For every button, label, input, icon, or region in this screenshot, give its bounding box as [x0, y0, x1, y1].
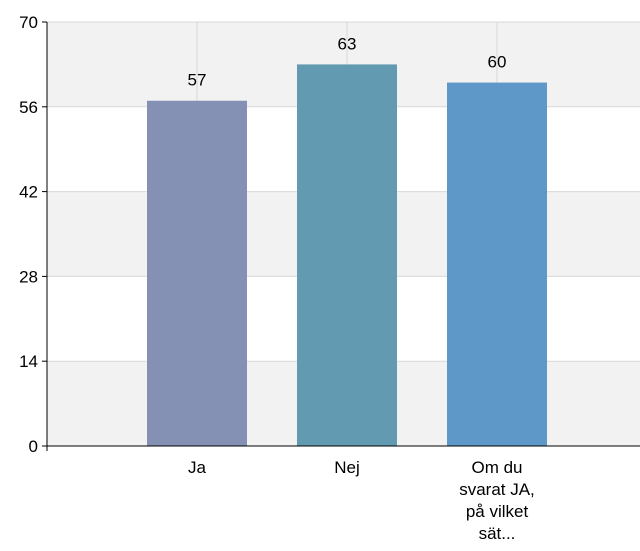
data-label: 57 [188, 71, 207, 90]
bar [447, 82, 547, 447]
category-label: Nej [334, 458, 360, 477]
y-tick-label: 14 [19, 352, 38, 371]
category-label: svarat JA, [459, 480, 535, 499]
category-label: på vilket [466, 502, 529, 521]
category-labels: Ja Nej Om du svarat JA, på vilket sät... [188, 458, 535, 543]
category-label: sät... [479, 524, 516, 543]
y-tick-label: 56 [19, 98, 38, 117]
data-label: 60 [488, 53, 507, 72]
bars [147, 64, 547, 447]
y-tick-labels: 0 14 28 42 56 70 [19, 13, 38, 456]
bar [147, 100, 247, 446]
category-label: Om du [471, 458, 522, 477]
data-labels: 57 63 60 [188, 34, 507, 89]
bar [297, 64, 397, 447]
y-tick-label: 28 [19, 267, 38, 286]
category-label: Ja [188, 458, 207, 477]
axes [46, 22, 640, 451]
y-tick-label: 70 [19, 13, 38, 32]
y-tick-label: 0 [29, 437, 38, 456]
y-tick-label: 42 [19, 183, 38, 202]
data-label: 63 [338, 34, 357, 53]
